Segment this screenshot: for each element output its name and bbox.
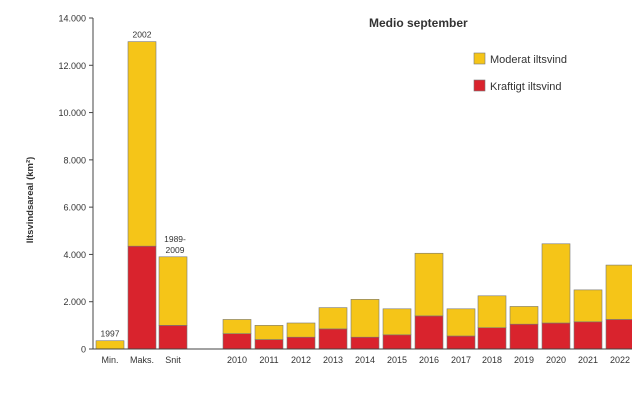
x-tick-label: 2015 bbox=[387, 355, 407, 365]
x-tick-label: 2014 bbox=[355, 355, 375, 365]
x-tick-label: 2021 bbox=[578, 355, 598, 365]
bar-segment-moderate bbox=[509, 306, 539, 325]
bar-annotation: 2009 bbox=[166, 245, 185, 255]
y-tick-label: 4.000 bbox=[63, 250, 86, 260]
x-tick-label: 2013 bbox=[323, 355, 343, 365]
legend-label: Moderat iltsvind bbox=[490, 54, 567, 66]
bar-segment-severe bbox=[573, 321, 603, 350]
x-tick-label: 2011 bbox=[259, 355, 278, 365]
x-tick-label: 2016 bbox=[419, 355, 439, 365]
bar-segment-moderate bbox=[254, 325, 284, 340]
bar-segment-moderate bbox=[605, 264, 632, 320]
bar-annotation: 2002 bbox=[133, 30, 152, 40]
x-tick-label: 2020 bbox=[546, 355, 566, 365]
bar-segment-moderate bbox=[573, 289, 603, 323]
bar-segment-moderate bbox=[158, 256, 188, 326]
legend-swatch bbox=[473, 79, 486, 92]
bar-segment-moderate bbox=[541, 243, 571, 324]
bar-segment-severe bbox=[286, 336, 316, 350]
bar-segment-severe bbox=[446, 335, 476, 350]
x-tick-label: Maks. bbox=[130, 355, 154, 365]
y-tick-label: 14.000 bbox=[58, 14, 86, 24]
y-tick-label: 8.000 bbox=[63, 155, 86, 165]
bar-segment-severe bbox=[254, 339, 284, 350]
bar-segment-moderate bbox=[127, 41, 157, 247]
bar-segment-moderate bbox=[318, 307, 348, 330]
bar-segment-moderate bbox=[382, 308, 412, 336]
bar-segment-moderate bbox=[95, 340, 125, 350]
bar-segment-severe bbox=[350, 336, 380, 350]
y-tick-label: 10.000 bbox=[58, 108, 86, 118]
bar-segment-severe bbox=[477, 327, 507, 350]
bar-segment-severe bbox=[127, 245, 157, 350]
y-tick-label: 6.000 bbox=[63, 203, 86, 213]
y-tick-label: 12.000 bbox=[58, 61, 86, 71]
bar-segment-moderate bbox=[477, 295, 507, 329]
bar-segment-severe bbox=[158, 325, 188, 350]
x-tick-label: 2019 bbox=[514, 355, 534, 365]
y-tick-label: 0 bbox=[81, 345, 86, 355]
bar-segment-severe bbox=[414, 315, 444, 350]
bar-annotation: 1989- bbox=[164, 234, 186, 244]
bar-annotation: 1997 bbox=[101, 329, 120, 339]
x-tick-label: 2010 bbox=[227, 355, 247, 365]
y-axis-label: Iltsvindsareal (km²) bbox=[25, 157, 36, 244]
bar-segment-moderate bbox=[222, 319, 252, 334]
bar-segment-moderate bbox=[446, 308, 476, 337]
y-tick-label: 2.000 bbox=[63, 297, 86, 307]
legend-label: Kraftigt iltsvind bbox=[490, 81, 562, 93]
bar-segment-moderate bbox=[414, 252, 444, 317]
legend-swatch bbox=[473, 52, 486, 65]
bar-segment-severe bbox=[509, 323, 539, 350]
chart-title: Medio september bbox=[369, 16, 468, 30]
bar-segment-moderate bbox=[286, 322, 316, 338]
bar-segment-severe bbox=[318, 328, 348, 350]
bar-segment-severe bbox=[605, 319, 632, 350]
x-tick-label: 2017 bbox=[451, 355, 471, 365]
legend: Moderat iltsvind Kraftigt iltsvind bbox=[473, 52, 567, 93]
bar-segment-severe bbox=[541, 322, 571, 350]
x-tick-label: Min. bbox=[101, 355, 118, 365]
bar-segment-moderate bbox=[350, 299, 380, 338]
bar-segment-severe bbox=[222, 333, 252, 350]
x-tick-label: 2018 bbox=[482, 355, 502, 365]
x-tick-label: 2022 bbox=[610, 355, 630, 365]
bar-segment-severe bbox=[382, 334, 412, 350]
x-tick-label: 2012 bbox=[291, 355, 311, 365]
x-tick-label: Snit bbox=[165, 355, 181, 365]
